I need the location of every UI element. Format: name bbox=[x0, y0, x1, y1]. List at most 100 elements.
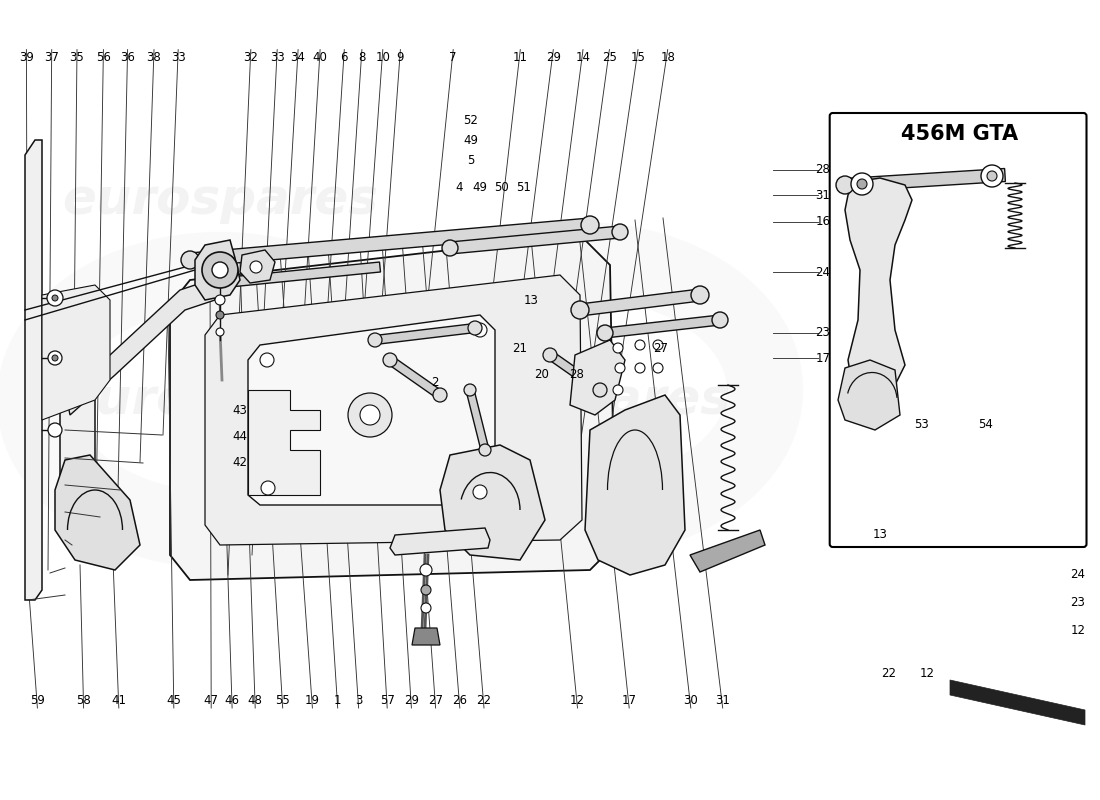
Text: 31: 31 bbox=[715, 694, 730, 706]
Polygon shape bbox=[374, 323, 475, 345]
Text: 31: 31 bbox=[815, 189, 830, 202]
Text: 22: 22 bbox=[476, 694, 492, 706]
Circle shape bbox=[836, 176, 854, 194]
Text: 25: 25 bbox=[602, 51, 617, 64]
Polygon shape bbox=[690, 530, 764, 572]
Circle shape bbox=[473, 485, 487, 499]
Polygon shape bbox=[189, 218, 591, 267]
Text: 17: 17 bbox=[815, 352, 830, 365]
Polygon shape bbox=[838, 360, 900, 430]
Polygon shape bbox=[60, 355, 95, 490]
Text: 13: 13 bbox=[872, 528, 888, 541]
Circle shape bbox=[52, 295, 58, 301]
Text: 40: 40 bbox=[312, 51, 328, 64]
Text: 6: 6 bbox=[341, 51, 348, 64]
Text: 17: 17 bbox=[621, 694, 637, 706]
Polygon shape bbox=[248, 390, 320, 495]
Text: 27: 27 bbox=[428, 694, 443, 706]
Circle shape bbox=[981, 165, 1003, 187]
Polygon shape bbox=[170, 235, 615, 580]
Text: eurospares: eurospares bbox=[62, 376, 378, 424]
Circle shape bbox=[593, 383, 607, 397]
Text: 28: 28 bbox=[815, 163, 830, 176]
Text: 5: 5 bbox=[468, 154, 474, 166]
Circle shape bbox=[653, 363, 663, 373]
Text: 2: 2 bbox=[431, 376, 438, 389]
Polygon shape bbox=[950, 680, 1085, 725]
Text: 8: 8 bbox=[359, 51, 365, 64]
Polygon shape bbox=[440, 445, 544, 560]
Text: 12: 12 bbox=[1070, 624, 1086, 637]
Circle shape bbox=[250, 261, 262, 273]
Circle shape bbox=[47, 290, 63, 306]
Text: 11: 11 bbox=[513, 51, 528, 64]
Circle shape bbox=[635, 340, 645, 350]
Polygon shape bbox=[387, 356, 442, 398]
Polygon shape bbox=[570, 340, 625, 415]
Text: eurospares: eurospares bbox=[62, 176, 378, 224]
Circle shape bbox=[214, 295, 225, 305]
Text: 57: 57 bbox=[379, 694, 395, 706]
Polygon shape bbox=[248, 315, 495, 505]
Circle shape bbox=[612, 224, 628, 240]
Polygon shape bbox=[412, 628, 440, 645]
Text: 32: 32 bbox=[243, 51, 258, 64]
Circle shape bbox=[857, 179, 867, 189]
Circle shape bbox=[581, 216, 600, 234]
Polygon shape bbox=[845, 169, 1005, 191]
Circle shape bbox=[348, 393, 392, 437]
Text: 47: 47 bbox=[204, 694, 219, 706]
Circle shape bbox=[52, 355, 58, 361]
Text: 36: 36 bbox=[120, 51, 135, 64]
FancyBboxPatch shape bbox=[829, 113, 1087, 547]
Text: 10: 10 bbox=[375, 51, 390, 64]
Circle shape bbox=[442, 240, 458, 256]
Text: 16: 16 bbox=[815, 215, 830, 228]
Polygon shape bbox=[845, 178, 912, 395]
Polygon shape bbox=[55, 455, 140, 570]
Text: 28: 28 bbox=[569, 368, 584, 381]
Circle shape bbox=[615, 363, 625, 373]
Text: 37: 37 bbox=[44, 51, 59, 64]
Text: 456M GTA: 456M GTA bbox=[901, 124, 1018, 144]
Polygon shape bbox=[604, 315, 721, 338]
Circle shape bbox=[613, 385, 623, 395]
Text: 24: 24 bbox=[815, 266, 830, 278]
Circle shape bbox=[202, 252, 238, 288]
Circle shape bbox=[182, 251, 199, 269]
Text: 45: 45 bbox=[166, 694, 182, 706]
Text: 53: 53 bbox=[914, 418, 929, 430]
Polygon shape bbox=[199, 262, 381, 290]
Text: 33: 33 bbox=[170, 51, 186, 64]
Circle shape bbox=[712, 312, 728, 328]
Circle shape bbox=[216, 311, 224, 319]
Text: 38: 38 bbox=[146, 51, 162, 64]
Polygon shape bbox=[25, 140, 42, 600]
Text: 7: 7 bbox=[450, 51, 456, 64]
Circle shape bbox=[464, 384, 476, 396]
Polygon shape bbox=[390, 528, 490, 555]
Text: 12: 12 bbox=[570, 694, 585, 706]
Circle shape bbox=[360, 405, 379, 425]
Circle shape bbox=[691, 286, 710, 304]
Circle shape bbox=[212, 262, 228, 278]
Text: 42: 42 bbox=[232, 456, 248, 469]
Circle shape bbox=[653, 340, 663, 350]
Circle shape bbox=[420, 564, 432, 576]
Text: 3: 3 bbox=[355, 694, 362, 706]
Text: 35: 35 bbox=[69, 51, 85, 64]
Text: 33: 33 bbox=[270, 51, 285, 64]
Text: 12: 12 bbox=[920, 667, 935, 680]
Text: 29: 29 bbox=[404, 694, 419, 706]
Circle shape bbox=[597, 325, 613, 341]
Polygon shape bbox=[548, 351, 603, 394]
Polygon shape bbox=[466, 389, 488, 451]
Polygon shape bbox=[580, 289, 701, 316]
Circle shape bbox=[478, 444, 491, 456]
Text: 49: 49 bbox=[463, 134, 478, 146]
Text: 49: 49 bbox=[472, 181, 487, 194]
Text: 15: 15 bbox=[630, 51, 646, 64]
Text: 1: 1 bbox=[334, 694, 341, 706]
Circle shape bbox=[260, 353, 274, 367]
Text: eurospares: eurospares bbox=[414, 376, 730, 424]
